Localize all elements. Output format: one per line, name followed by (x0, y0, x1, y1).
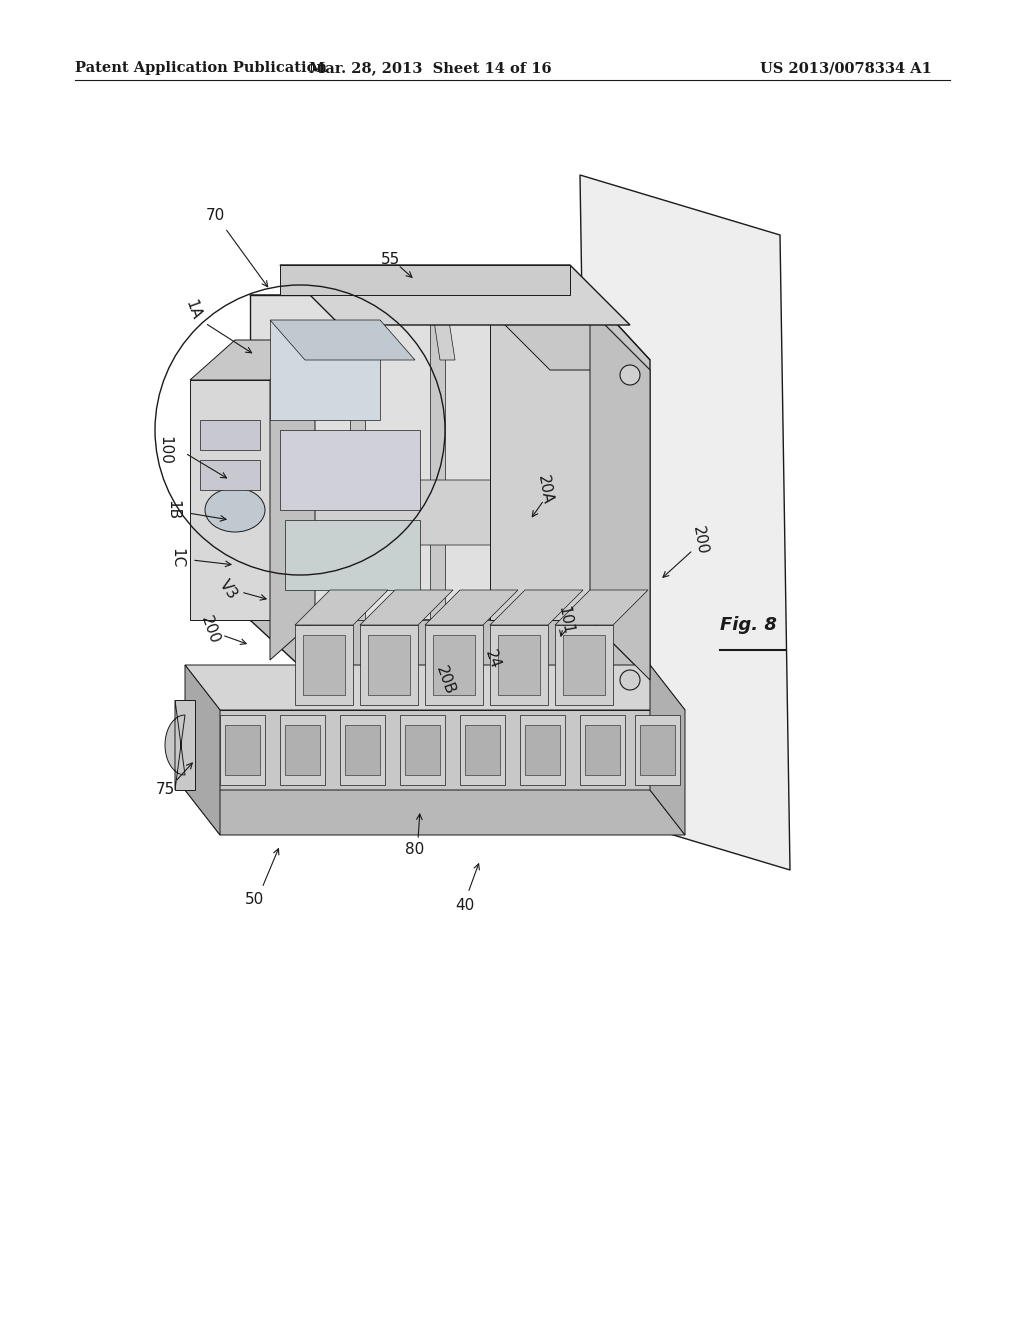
Polygon shape (640, 725, 675, 775)
Polygon shape (250, 480, 650, 545)
Polygon shape (433, 635, 475, 696)
Polygon shape (490, 624, 548, 705)
Polygon shape (400, 715, 445, 785)
Polygon shape (425, 590, 518, 624)
Polygon shape (270, 319, 380, 420)
Text: 20A: 20A (536, 474, 555, 506)
Polygon shape (650, 665, 685, 836)
Polygon shape (555, 624, 613, 705)
Polygon shape (190, 341, 315, 380)
Polygon shape (498, 635, 540, 696)
Text: 200: 200 (198, 614, 222, 645)
Polygon shape (303, 635, 345, 696)
Polygon shape (295, 624, 353, 705)
Polygon shape (350, 294, 375, 360)
Polygon shape (270, 341, 315, 660)
Polygon shape (250, 294, 590, 620)
Polygon shape (635, 715, 680, 785)
Polygon shape (270, 319, 415, 360)
Polygon shape (185, 665, 220, 836)
Polygon shape (525, 725, 560, 775)
Polygon shape (406, 725, 440, 775)
Polygon shape (510, 294, 525, 620)
Polygon shape (280, 265, 570, 294)
Polygon shape (490, 590, 583, 624)
Polygon shape (430, 294, 445, 620)
Polygon shape (200, 459, 260, 490)
Polygon shape (340, 715, 385, 785)
Polygon shape (225, 725, 260, 775)
Text: Patent Application Publication: Patent Application Publication (75, 61, 327, 75)
Text: 70: 70 (206, 207, 224, 223)
Polygon shape (580, 176, 790, 870)
Polygon shape (563, 635, 605, 696)
Text: 80: 80 (406, 842, 425, 858)
Polygon shape (490, 310, 650, 370)
Polygon shape (580, 715, 625, 785)
Polygon shape (368, 635, 410, 696)
Circle shape (620, 366, 640, 385)
Text: V3: V3 (216, 577, 240, 602)
Polygon shape (200, 420, 260, 450)
Polygon shape (280, 265, 630, 325)
Text: 1A: 1A (182, 298, 204, 322)
Polygon shape (510, 294, 535, 360)
Text: 20B: 20B (433, 664, 457, 697)
Text: 100: 100 (158, 436, 172, 465)
Polygon shape (165, 700, 185, 789)
Text: Fig. 8: Fig. 8 (720, 616, 777, 634)
Text: 75: 75 (156, 783, 175, 797)
Polygon shape (490, 310, 590, 620)
Text: 1C: 1C (170, 548, 184, 568)
Text: US 2013/0078334 A1: US 2013/0078334 A1 (760, 61, 932, 75)
Polygon shape (250, 620, 650, 680)
Text: 1B: 1B (166, 500, 180, 520)
Text: 24: 24 (481, 648, 503, 672)
Polygon shape (185, 710, 650, 789)
Text: 55: 55 (380, 252, 399, 268)
Text: 50: 50 (246, 892, 264, 908)
Polygon shape (520, 715, 565, 785)
Polygon shape (590, 294, 650, 680)
Text: 101: 101 (555, 605, 574, 635)
Polygon shape (280, 430, 420, 510)
Circle shape (620, 671, 640, 690)
Polygon shape (555, 590, 648, 624)
Polygon shape (585, 725, 620, 775)
Text: 200: 200 (690, 524, 710, 556)
Polygon shape (425, 624, 483, 705)
Ellipse shape (205, 488, 265, 532)
Polygon shape (190, 380, 270, 620)
Polygon shape (590, 310, 650, 680)
Polygon shape (285, 725, 319, 775)
Polygon shape (360, 590, 453, 624)
Polygon shape (350, 294, 365, 620)
Polygon shape (345, 725, 380, 775)
Polygon shape (360, 624, 418, 705)
Text: 40: 40 (456, 898, 475, 912)
Polygon shape (280, 715, 325, 785)
Polygon shape (465, 725, 500, 775)
Polygon shape (185, 789, 685, 836)
Polygon shape (460, 715, 505, 785)
Polygon shape (295, 590, 388, 624)
Polygon shape (430, 294, 455, 360)
Polygon shape (175, 700, 195, 789)
Polygon shape (285, 520, 420, 590)
Text: Mar. 28, 2013  Sheet 14 of 16: Mar. 28, 2013 Sheet 14 of 16 (308, 61, 551, 75)
Polygon shape (220, 715, 265, 785)
Polygon shape (185, 665, 685, 710)
Polygon shape (250, 294, 650, 360)
